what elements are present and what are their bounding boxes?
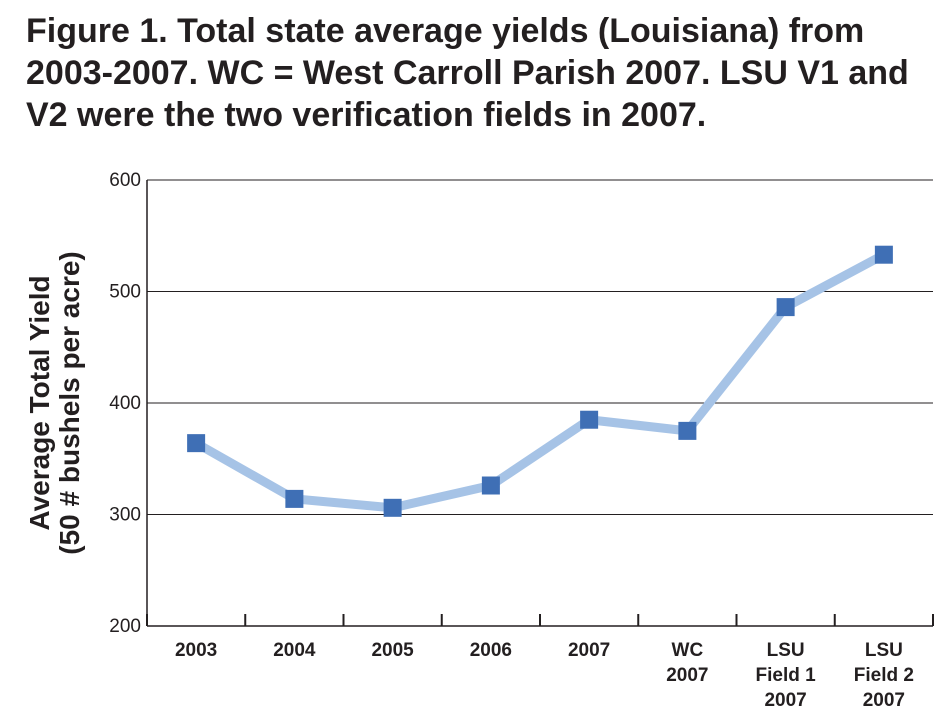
y-tick-label-600: 600 <box>109 170 141 191</box>
x-tick-label: WC 2007 <box>666 640 708 686</box>
y-tick-label-300: 300 <box>109 505 141 526</box>
data-point-marker <box>678 421 697 440</box>
data-point-marker <box>776 298 795 317</box>
series-line <box>191 250 889 513</box>
data-point-marker <box>874 245 893 264</box>
y-tick-label-500: 500 <box>109 282 141 303</box>
y-tick-label-400: 400 <box>109 393 141 414</box>
gridlines <box>147 179 933 515</box>
y-axis-label-group: Average Total Yield (50 # bushels per acr… <box>24 251 85 554</box>
x-tick-label: 2006 <box>470 640 512 661</box>
x-tick-label: 2005 <box>371 640 414 661</box>
x-tick-label: LSU Field 2 2007 <box>854 640 914 711</box>
y-tick-labels: 200 300 400 500 600 <box>109 170 141 637</box>
y-axis-label: Average Total Yield (50 # bushels per acr… <box>24 251 85 554</box>
series-average-total-yield <box>187 245 893 517</box>
data-point-marker <box>187 434 206 453</box>
data-point-marker <box>383 498 402 517</box>
data-point-marker <box>580 410 599 429</box>
x-tick-label: 2004 <box>273 640 316 661</box>
x-tick-label: 2003 <box>175 640 217 661</box>
data-point-marker <box>285 489 304 508</box>
x-tick-labels: 2003 2004 2005 2006 2007 WC 2007 LSU Field 1 2007… <box>175 640 914 711</box>
y-axis-label-line: Average Total Yield <box>24 275 55 530</box>
y-axis-label-line: (50 # bushels per acre) <box>54 251 85 554</box>
data-point-marker <box>481 476 500 495</box>
x-tick-label: LSU Field 1 2007 <box>756 640 817 711</box>
chart-title: Figure 1. Total state average yields (Lo… <box>26 12 909 134</box>
x-tick-label: 2007 <box>568 640 610 661</box>
axes <box>146 180 934 627</box>
y-tick-label-200: 200 <box>109 616 141 637</box>
